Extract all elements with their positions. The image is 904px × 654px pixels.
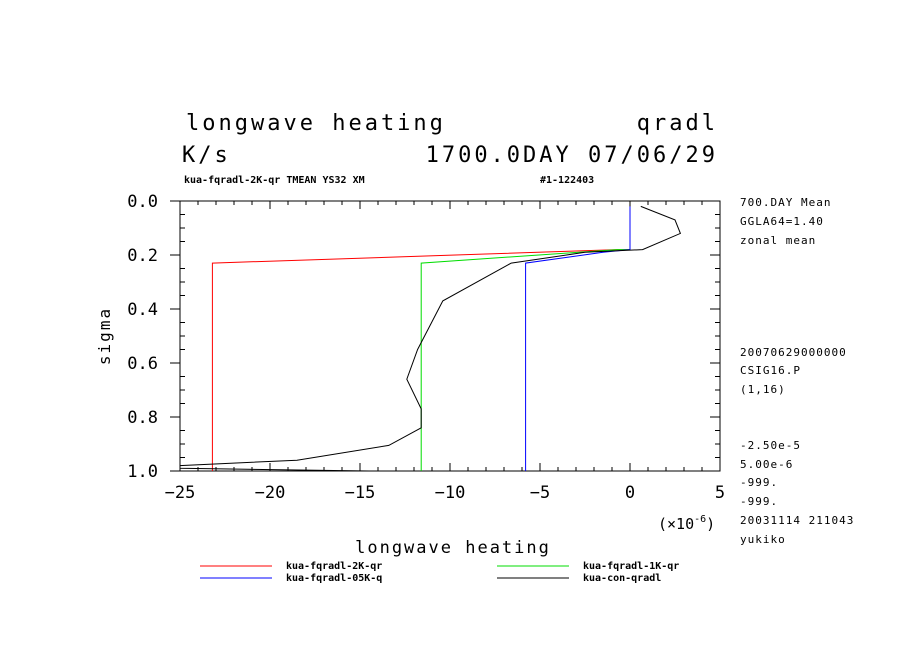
x-tick-label: −25: [165, 483, 196, 503]
x-tick-label: −15: [345, 483, 376, 503]
series-line-kua-con-qradl: [179, 205, 682, 472]
side-info-line: 20031114 211043: [740, 514, 854, 527]
legend-label-2k: kua-fqradl-2K-qr: [286, 561, 382, 572]
y-tick-label: 0.8: [127, 408, 158, 428]
run-id: #1-122403: [540, 175, 594, 186]
x-tick-label: −10: [435, 483, 466, 503]
x-tick-label: 5: [715, 483, 725, 503]
plot-frame: [179, 200, 721, 472]
legend-label-con: kua-con-qradl: [583, 573, 661, 584]
day-label: 1700.0DAY 07/06/29: [426, 143, 718, 168]
side-info-line: zonal mean: [740, 234, 816, 247]
x-axis-label: longwave heating: [355, 538, 551, 558]
side-info-line: 700.DAY Mean: [740, 196, 831, 209]
run-label: kua-fqradl-2K-qr TMEAN YS32 XM: [184, 175, 365, 186]
y-tick-label: 1.0: [127, 462, 158, 482]
axis-ticks: [170, 200, 721, 472]
units-label: K/s: [182, 143, 231, 168]
variable-name: qradl: [637, 111, 718, 136]
side-info-line: 20070629000000: [740, 346, 847, 359]
axis-tick-labels: −25 −20 −15 −10 −5 0 5 0.0 0.2 0.4 0.6 0.8 1.0: [127, 192, 725, 503]
y-tick-label: 0.0: [127, 192, 158, 212]
legend-label-1k: kua-fqradl-1K-qr: [583, 561, 679, 572]
x-scale-label: (×10-6): [658, 514, 715, 533]
x-scale-exponent: -6: [694, 514, 706, 525]
y-tick-label: 0.2: [127, 246, 158, 266]
series-layer: [179, 205, 682, 472]
side-info-line: CSIG16.P: [740, 364, 801, 377]
side-info-line: -999.: [740, 476, 778, 489]
x-tick-label: −5: [530, 483, 550, 503]
x-scale-prefix: (×10: [658, 515, 694, 533]
y-axis-label: sigma: [95, 307, 114, 365]
x-tick-label: −20: [255, 483, 286, 503]
chart-title: longwave heating: [186, 111, 446, 136]
series-line-kua-fqradl-05k-q: [525, 206, 631, 471]
y-tick-label: 0.4: [127, 300, 158, 320]
side-info-line: (1,16): [740, 383, 786, 396]
side-info-line: yukiko: [740, 533, 786, 546]
legend-label-05k: kua-fqradl-05K-q: [286, 573, 382, 584]
side-info-line: -2.50e-5: [740, 439, 801, 452]
side-info-line: GGLA64=1.40: [740, 215, 824, 228]
side-info: 700.DAY Mean GGLA64=1.40 zonal mean 2007…: [740, 196, 854, 546]
y-tick-label: 0.6: [127, 354, 158, 374]
legend: kua-fqradl-2K-qr kua-fqradl-1K-qr kua-fq…: [200, 561, 679, 584]
x-tick-label: 0: [625, 483, 635, 503]
side-info-line: -999.: [740, 495, 778, 508]
side-info-line: 5.00e-6: [740, 458, 793, 471]
x-scale-suffix: ): [706, 515, 715, 533]
series-line-kua-fqradl-1k-qr: [420, 249, 630, 471]
